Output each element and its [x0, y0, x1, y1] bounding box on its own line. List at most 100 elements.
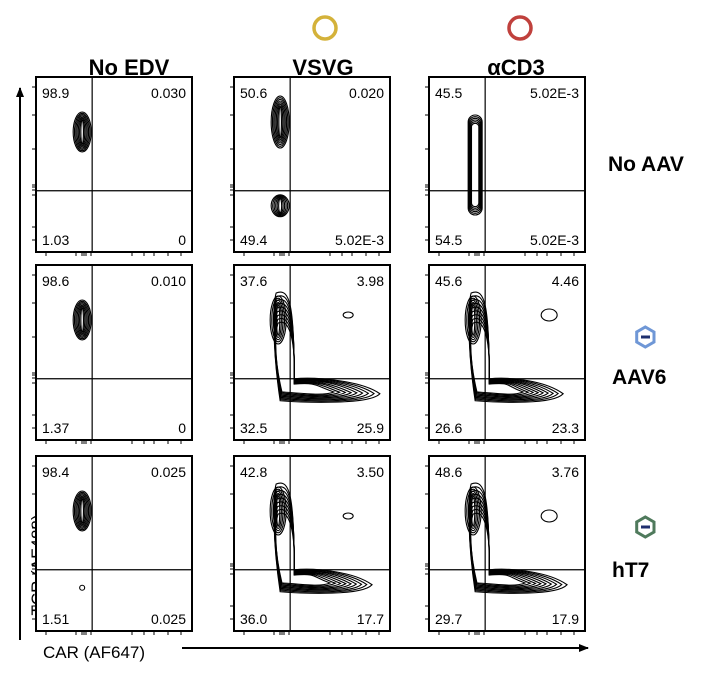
tcr-positive-population-ring — [76, 494, 88, 528]
quadrant-bottom-left-value: 36.0 — [240, 611, 267, 627]
tcr-positive-population-ring — [75, 302, 90, 338]
column-header-vsvg: VSVG — [292, 55, 353, 80]
panel-frame — [233, 264, 391, 441]
panel-no-aav-no-edv: 98.9 0.030 1.03 0 — [32, 76, 193, 256]
tcr-negative-population-ring — [273, 195, 287, 216]
quadrant-top-right-value: 3.98 — [357, 273, 384, 289]
quadrant-bottom-right-value: 23.3 — [552, 420, 579, 436]
ht7-hexagon-icon — [635, 515, 656, 539]
panel-frame — [233, 76, 391, 253]
row-label-no-aav: No AAV — [608, 153, 684, 176]
quadrant-bottom-right-value: 5.02E-3 — [335, 232, 384, 248]
quadrant-bottom-right-value: 25.9 — [357, 420, 384, 436]
panel-ht7-cd3: 48.6 3.76 29.7 17.9 — [425, 455, 586, 635]
tcr-positive-population-ring — [80, 119, 85, 145]
tcr-positive-population-ring — [272, 299, 284, 341]
quadrant-bottom-left-value: 1.03 — [42, 232, 69, 248]
panel-aav6-cd3: 45.6 4.46 26.6 23.3 — [425, 264, 586, 444]
tcr-negative-population-ring — [278, 198, 283, 214]
tcr-positive-population-ring — [471, 304, 476, 336]
quadrant-top-left-value: 45.5 — [435, 85, 462, 101]
panel-no-aav-vsvg: 50.6 0.020 49.4 5.02E-3 — [230, 76, 391, 256]
double-positive-population — [342, 512, 354, 520]
tcr-positive-population-ring — [80, 307, 85, 333]
quadrant-bottom-left-value: 54.5 — [435, 232, 462, 248]
tcr-positive-population-ring — [469, 301, 477, 339]
quadrant-top-right-value: 3.76 — [552, 464, 579, 480]
tcr-positive-population-ring — [72, 111, 92, 153]
tcr-positive-population-ring — [73, 300, 91, 340]
panel-frame — [233, 455, 391, 632]
quadrant-bottom-left-value: 49.4 — [240, 232, 267, 248]
quadrant-top-left-value: 98.6 — [42, 273, 69, 289]
tcr-negative-population-ring — [270, 194, 290, 218]
quadrant-top-right-value: 0.020 — [349, 85, 384, 101]
quadrant-top-left-value: 50.6 — [240, 85, 267, 101]
tcr-positive-population-ring — [466, 297, 481, 343]
tcr-positive-population-ring — [464, 295, 482, 345]
aav6-hexagon-icon — [635, 325, 656, 349]
tcr-positive-population-ring — [469, 492, 477, 530]
car-population-contour — [470, 321, 525, 395]
row-label-aav6: AAV6 — [612, 366, 666, 389]
quadrant-bottom-right-value: 17.7 — [357, 611, 384, 627]
quadrant-top-right-value: 4.46 — [552, 273, 579, 289]
tcr-positive-population-ring — [467, 490, 479, 532]
quadrant-top-left-value: 37.6 — [240, 273, 267, 289]
panel-frame — [35, 455, 193, 632]
tcr-positive-population-ring — [466, 488, 481, 534]
tcr-positive-population-ring — [276, 495, 281, 527]
tcr-positive-population-ring — [274, 100, 286, 144]
tcr-negative-population-ring — [272, 195, 289, 217]
tcr-positive-population-ring — [277, 103, 284, 141]
quadrant-bottom-right-value: 17.9 — [552, 611, 579, 627]
tcr-positive-population-ring — [72, 299, 92, 341]
panel-frame — [428, 455, 586, 632]
tcr-positive-population-ring — [75, 493, 90, 529]
quadrant-top-left-value: 45.6 — [435, 273, 462, 289]
quadrant-top-left-value: 98.9 — [42, 85, 69, 101]
panel-no-aav-cd3: 45.5 5.02E-3 54.5 5.02E-3 — [425, 76, 586, 256]
tcr-positive-population-ring — [272, 490, 284, 532]
panel-frame — [35, 264, 193, 441]
quadrant-bottom-left-value: 1.37 — [42, 420, 69, 436]
quadrant-top-right-value: 5.02E-3 — [530, 85, 579, 101]
tcr-continuum-contour — [469, 119, 481, 211]
tcr-positive-population-ring — [276, 304, 281, 336]
double-positive-population — [540, 509, 558, 523]
car-population-contour — [275, 512, 332, 586]
tcr-negative-population-ring — [276, 197, 284, 215]
tcr-continuum-contour — [470, 121, 481, 209]
tcr-positive-population-ring — [72, 490, 92, 532]
car-population-contour — [470, 512, 527, 586]
panel-ht7-vsvg: 42.8 3.50 36.0 17.7 — [230, 455, 391, 635]
tcr-positive-population-ring — [73, 491, 91, 531]
tcr-positive-population-ring — [274, 301, 282, 339]
tcr-positive-population-ring — [273, 98, 288, 146]
double-positive-population — [540, 308, 558, 322]
tcr-positive-population-ring — [275, 102, 285, 142]
vsvg-ring-marker — [312, 15, 338, 41]
tcr-positive-population-ring — [80, 498, 85, 524]
column-header-acd3: αCD3 — [487, 55, 545, 80]
tcr-positive-population-ring — [271, 97, 289, 147]
tcr-positive-population-ring — [271, 297, 286, 343]
quadrant-top-right-value: 0.030 — [151, 85, 186, 101]
quadrant-top-left-value: 42.8 — [240, 464, 267, 480]
panel-frame — [428, 76, 586, 253]
panel-ht7-no-edv: 98.4 0.025 1.51 0.025 — [32, 455, 193, 635]
quadrant-bottom-right-value: 5.02E-3 — [530, 232, 579, 248]
tcr-positive-population-ring — [270, 95, 290, 149]
car-population-contour — [275, 321, 336, 395]
tcr-positive-population-ring — [77, 116, 87, 148]
tcr-continuum-contour — [470, 122, 480, 208]
quadrant-top-right-value: 0.025 — [151, 464, 186, 480]
tcr-positive-population-ring — [278, 105, 282, 139]
tcr-positive-population-ring — [77, 495, 87, 527]
quadrant-bottom-left-value: 1.51 — [42, 611, 69, 627]
tcr-continuum-contour — [467, 114, 483, 216]
tcr-positive-population-ring — [271, 488, 286, 534]
panel-aav6-vsvg: 37.6 3.98 32.5 25.9 — [230, 264, 391, 444]
tcr-positive-population-ring — [75, 114, 90, 150]
